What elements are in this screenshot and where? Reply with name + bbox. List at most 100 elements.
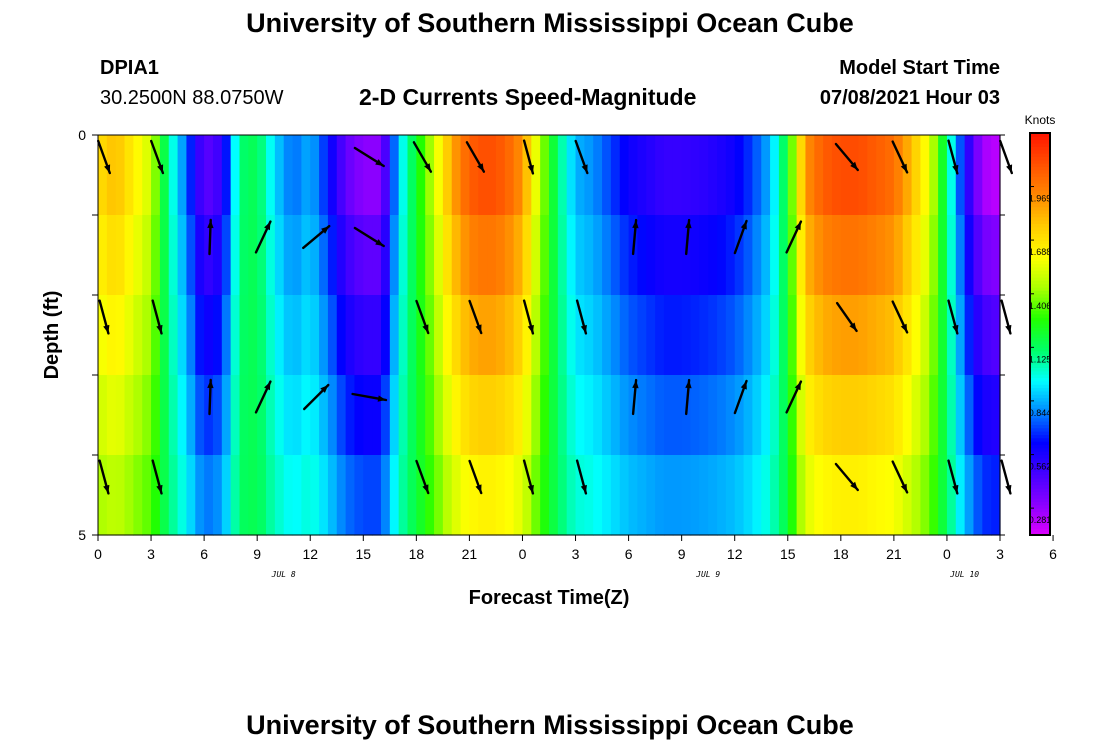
heatmap-cell	[840, 135, 851, 216]
heatmap-cell	[849, 215, 860, 296]
heatmap-cell	[610, 135, 621, 216]
colorbar-segment	[1030, 196, 1050, 201]
y-axis-title: Depth (ft)	[41, 291, 63, 380]
heatmap-cell	[98, 135, 108, 216]
heatmap-cell	[177, 135, 188, 216]
current-arrow	[947, 139, 959, 175]
current-arrow-head	[157, 164, 164, 173]
heatmap-cell	[575, 135, 585, 216]
heatmap-cell	[434, 135, 444, 216]
current-arrow-head	[850, 481, 858, 490]
heatmap-cell	[973, 295, 983, 376]
heatmap-cell	[478, 215, 488, 296]
colorbar-segment	[1030, 236, 1050, 241]
heatmap-cell	[840, 215, 851, 296]
colorbar-segment	[1030, 474, 1050, 479]
colorbar-segment	[1030, 461, 1050, 466]
colorbar-segment	[1030, 524, 1050, 529]
x-tick-label: 18	[409, 546, 425, 562]
colorbar-segment	[1030, 330, 1050, 335]
heatmap-cell	[920, 295, 930, 376]
heatmap-cell	[186, 295, 196, 376]
current-arrow	[575, 299, 588, 335]
heatmap-cell	[478, 135, 488, 216]
heatmap-cell	[221, 295, 232, 376]
heatmap-cell	[672, 215, 683, 296]
heatmap-cell	[469, 295, 479, 376]
heatmap-cell	[212, 135, 223, 216]
heatmap-cell	[823, 295, 833, 376]
heatmap-cell	[531, 215, 541, 296]
current-arrow-head	[685, 380, 692, 389]
heatmap-cell	[115, 135, 126, 216]
heatmap-cell	[770, 375, 780, 456]
heatmap-cell	[283, 455, 294, 536]
current-arrow	[468, 299, 483, 335]
colorbar-segment	[1030, 307, 1050, 312]
heatmap-cell	[805, 135, 815, 216]
heatmap-cell	[885, 295, 895, 376]
current-arrow	[891, 300, 909, 334]
heatmap-cell	[584, 295, 594, 376]
current-arrow	[834, 142, 859, 172]
heatmap-cell	[522, 215, 532, 296]
colorbar-segment	[1030, 340, 1050, 345]
heatmap-cell	[495, 295, 506, 376]
heatmap-cell	[195, 295, 205, 376]
current-arrow-head	[424, 163, 431, 172]
heatmap-cell	[98, 455, 108, 536]
current-arrow	[891, 460, 909, 494]
heatmap-cell	[955, 375, 966, 456]
heatmap-cell	[982, 455, 992, 536]
heatmap-cell	[151, 215, 161, 296]
colorbar-segment	[1030, 384, 1050, 389]
heatmap-cell	[814, 455, 824, 536]
heatmap-cell	[442, 215, 453, 296]
current-arrow-head	[685, 220, 692, 229]
current-arrow	[351, 392, 388, 402]
heatmap-cell	[805, 295, 815, 376]
colorbar-segment	[1030, 374, 1050, 379]
colorbar-segment	[1030, 283, 1050, 288]
heatmap-cell	[770, 215, 780, 296]
heatmap-cell	[407, 295, 417, 376]
colorbar-segment	[1030, 240, 1050, 245]
heatmap-cell	[106, 375, 117, 456]
colorbar-segment	[1030, 514, 1050, 519]
heatmap-cell	[345, 295, 356, 376]
colorbar-segment	[1030, 166, 1050, 171]
current-arrow-head	[156, 484, 163, 494]
heatmap-cell	[717, 215, 727, 296]
heatmap-cell	[177, 375, 188, 456]
heatmap-cell	[168, 135, 179, 216]
heatmap-cell	[425, 215, 435, 296]
heatmap-cell	[752, 295, 762, 376]
heatmap-cell	[531, 295, 541, 376]
current-arrow	[98, 459, 110, 495]
heatmap-cell	[610, 295, 621, 376]
x-tick-label: 21	[462, 546, 478, 562]
current-arrow-head	[849, 322, 857, 331]
colorbar-tick-label: 1.406	[1029, 301, 1052, 311]
heatmap-cell	[663, 215, 674, 296]
colorbar-segment	[1030, 256, 1050, 261]
heatmap-cell	[212, 455, 223, 536]
heatmap-cell	[955, 295, 966, 376]
plot-frame	[97, 134, 1001, 536]
heatmap-cell	[628, 135, 639, 216]
heatmap-cell	[363, 295, 373, 376]
heatmap-cell	[938, 295, 948, 376]
heatmap-cell	[469, 215, 479, 296]
colorbar-segment	[1030, 183, 1050, 188]
heatmap-cell	[133, 295, 143, 376]
heatmap-cell	[407, 375, 417, 456]
heatmap-cell	[876, 375, 886, 456]
heatmap-cell	[540, 455, 550, 536]
colorbar-segment	[1030, 193, 1050, 198]
heatmap-cell	[98, 215, 108, 296]
heatmap-cell	[398, 375, 409, 456]
current-arrow-head	[321, 226, 330, 234]
heatmap-cell	[584, 135, 594, 216]
colorbar-segment	[1030, 397, 1050, 402]
heatmap-cell	[867, 135, 877, 216]
